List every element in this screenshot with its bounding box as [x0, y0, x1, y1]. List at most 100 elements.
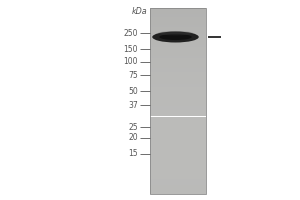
Bar [150, 169, 206, 171]
Bar [150, 175, 206, 177]
Bar [150, 186, 206, 188]
Bar [150, 86, 206, 87]
Bar [150, 53, 206, 54]
Bar [150, 37, 206, 39]
Bar [150, 45, 206, 47]
Bar [150, 143, 206, 144]
Text: 150: 150 [124, 45, 138, 53]
Bar [150, 79, 206, 81]
Bar [150, 93, 206, 95]
Bar [150, 166, 206, 168]
Bar [150, 67, 206, 68]
Bar [150, 155, 206, 157]
Bar [150, 116, 206, 118]
Bar [150, 135, 206, 137]
Text: 100: 100 [124, 58, 138, 66]
Bar [150, 23, 206, 25]
Bar [150, 127, 206, 129]
Bar [150, 157, 206, 158]
Bar [150, 163, 206, 165]
Bar [150, 41, 206, 42]
Bar [150, 61, 206, 62]
Bar [150, 110, 206, 112]
Bar [150, 90, 206, 92]
Bar [150, 27, 206, 28]
Bar [150, 47, 206, 48]
Bar [150, 50, 206, 51]
Bar [150, 149, 206, 151]
Bar [150, 81, 206, 82]
Bar [150, 19, 206, 20]
Bar [150, 121, 206, 123]
Bar [150, 33, 206, 34]
Bar [150, 64, 206, 65]
Bar [150, 75, 206, 76]
Bar [150, 172, 206, 174]
Bar [150, 39, 206, 41]
Bar [150, 168, 206, 169]
Bar [150, 138, 206, 140]
Bar [150, 180, 206, 182]
Bar [150, 189, 206, 191]
Bar [150, 141, 206, 143]
Bar [150, 174, 206, 175]
Bar [150, 144, 206, 146]
Bar [150, 65, 206, 67]
Text: 15: 15 [128, 150, 138, 158]
Bar [150, 89, 206, 90]
Bar [150, 59, 206, 61]
Bar [150, 30, 206, 31]
Bar [150, 132, 206, 134]
Bar [150, 58, 206, 59]
Bar [150, 13, 206, 14]
Bar [150, 118, 206, 120]
Bar [150, 191, 206, 192]
Ellipse shape [152, 31, 199, 43]
Text: 50: 50 [128, 87, 138, 96]
Bar [150, 8, 206, 194]
Bar [150, 48, 206, 50]
Bar [150, 120, 206, 121]
Bar [150, 112, 206, 113]
Bar [150, 34, 206, 36]
Bar [150, 73, 206, 75]
Bar [150, 126, 206, 127]
Bar [150, 99, 206, 101]
Bar [150, 137, 206, 138]
Bar [150, 113, 206, 115]
Bar [150, 95, 206, 96]
Bar [150, 192, 206, 194]
Bar [150, 11, 206, 13]
Bar [150, 44, 206, 45]
Bar [150, 171, 206, 172]
Bar [150, 177, 206, 178]
Bar [150, 68, 206, 70]
Text: kDa: kDa [132, 7, 147, 17]
Bar [150, 185, 206, 186]
Bar [150, 148, 206, 149]
Bar [150, 183, 206, 185]
Bar [150, 158, 206, 160]
Text: 37: 37 [128, 100, 138, 110]
Bar [150, 84, 206, 86]
Bar [150, 161, 206, 163]
Bar [150, 129, 206, 130]
Bar [150, 178, 206, 180]
Bar [150, 31, 206, 33]
Bar [150, 130, 206, 132]
Ellipse shape [159, 34, 192, 40]
Bar [150, 42, 206, 44]
Bar [150, 98, 206, 99]
Bar [150, 20, 206, 22]
Bar [150, 152, 206, 154]
Text: 25: 25 [128, 122, 138, 132]
Bar [150, 165, 206, 166]
Bar [150, 54, 206, 56]
Bar [150, 76, 206, 78]
Bar [150, 123, 206, 124]
Bar [150, 62, 206, 64]
Bar [150, 36, 206, 37]
Bar [150, 101, 206, 103]
Bar [150, 188, 206, 189]
Bar [150, 70, 206, 72]
